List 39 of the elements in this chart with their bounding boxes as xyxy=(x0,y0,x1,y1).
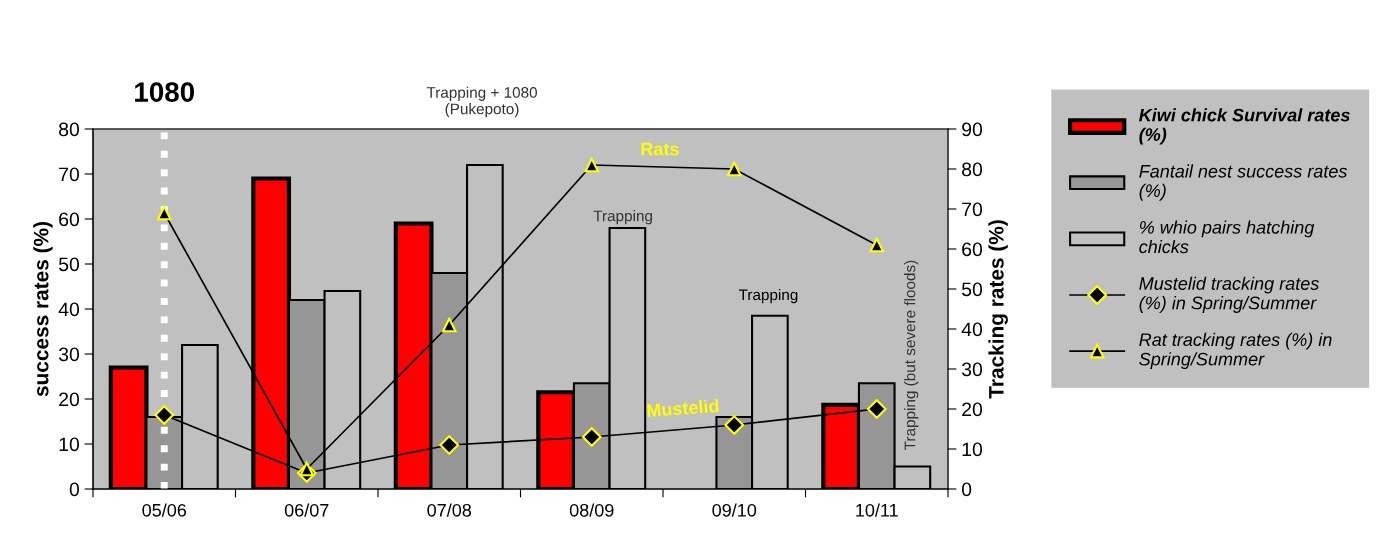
legend-label: Fantail nest success rates (%) xyxy=(1139,164,1348,201)
y-tick-label: 60 xyxy=(59,212,80,227)
y-tick-label: 40 xyxy=(58,302,80,317)
annotation: Trapping xyxy=(738,288,798,304)
y2-tick-label: 0 xyxy=(961,482,972,497)
legend-label: Rat tracking rates (%) in Spring/Summer xyxy=(1139,332,1332,370)
y2-tick-label: 30 xyxy=(961,362,983,377)
y2-tick-label: 40 xyxy=(961,322,983,337)
y-tick-label: 70 xyxy=(59,167,80,182)
legend-label: % whio pairs hatching chicks xyxy=(1139,220,1315,254)
y-tick-label: 50 xyxy=(58,257,80,272)
x-tick-label: 05/06 xyxy=(142,503,187,517)
y2-tick-label: 10 xyxy=(962,442,983,457)
y-tick-label: 20 xyxy=(59,392,80,407)
x-tick-label: 09/10 xyxy=(712,503,757,517)
x-tick-label: 07/08 xyxy=(427,503,472,517)
legend-label: Kiwi chick Survival rates (%) xyxy=(1139,108,1350,145)
y2-tick-label: 60 xyxy=(962,242,983,257)
y-tick-label: 80 xyxy=(59,122,80,137)
ref-line-label: 1080 xyxy=(135,82,195,102)
y-tick-label: 10 xyxy=(59,437,80,452)
text: Trapping + 1080 (Pukepoto) xyxy=(426,86,537,118)
y2-tick-label: 70 xyxy=(962,202,983,217)
y2-axis-title: Tracking rates (%) xyxy=(988,220,1008,399)
annotation: Trapping xyxy=(593,210,652,225)
annotation: Rats xyxy=(641,142,679,156)
y2-tick-label: 80 xyxy=(962,162,983,177)
y-tick-label: 30 xyxy=(58,347,80,362)
annotation: Trapping (but severe floods) xyxy=(904,260,919,450)
y2-tick-label: 20 xyxy=(962,402,983,417)
x-tick-label: 10/11 xyxy=(856,503,898,517)
y-tick-label: 0 xyxy=(69,482,80,497)
legend-label: Mustelid tracking rates (%) in Spring/Summer xyxy=(1139,276,1319,313)
y2-tick-label: 50 xyxy=(961,282,983,297)
x-tick-label: 06/07 xyxy=(284,503,329,517)
x-tick-label: 08/09 xyxy=(569,503,614,517)
y-axis-title: success rates (%) xyxy=(33,222,53,397)
y2-tick-label: 90 xyxy=(962,122,983,137)
annotation: Mustelid xyxy=(647,398,719,418)
